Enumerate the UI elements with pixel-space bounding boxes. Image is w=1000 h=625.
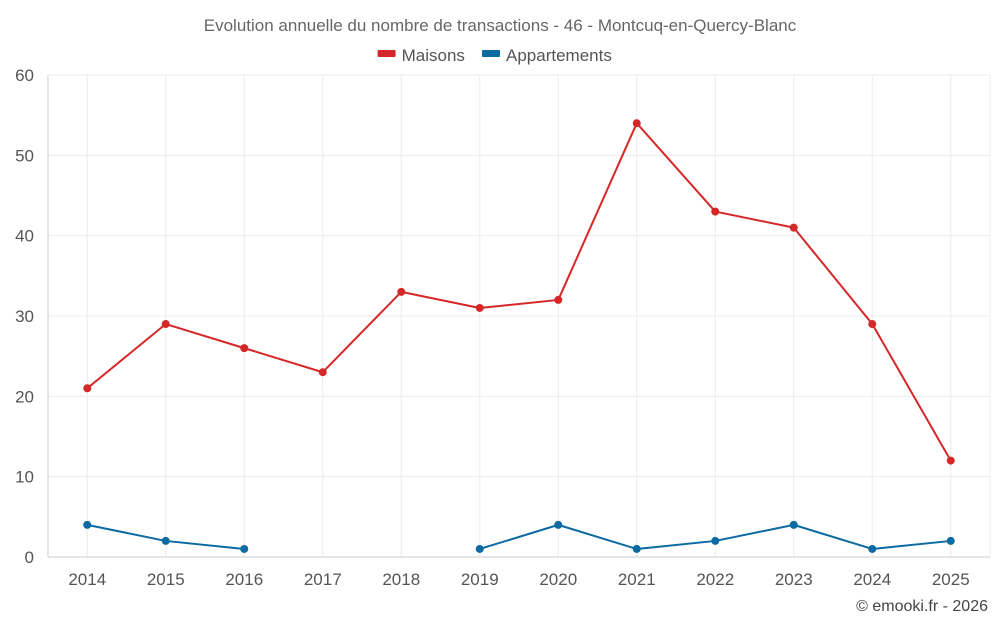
data-point-appartements[interactable] — [240, 544, 249, 553]
x-tick-label: 2016 — [225, 570, 263, 589]
data-point-maisons[interactable] — [946, 456, 955, 465]
data-point-appartements[interactable] — [554, 520, 563, 529]
x-tick-label: 2021 — [618, 570, 656, 589]
data-point-appartements[interactable] — [83, 520, 92, 529]
data-point-appartements[interactable] — [789, 520, 798, 529]
legend-item-maisons[interactable]: Maisons — [377, 46, 465, 65]
y-tick-label: 30 — [15, 307, 34, 326]
data-point-maisons[interactable] — [789, 223, 798, 232]
data-point-maisons[interactable] — [240, 344, 249, 353]
data-point-maisons[interactable] — [318, 368, 327, 377]
copyright-credit: © emooki.fr - 2026 — [856, 598, 988, 615]
y-tick-label: 60 — [15, 66, 34, 85]
data-point-maisons[interactable] — [475, 303, 484, 312]
x-tick-label: 2014 — [68, 570, 106, 589]
x-tick-label: 2023 — [775, 570, 813, 589]
x-tick-label: 2015 — [147, 570, 185, 589]
y-tick-label: 40 — [15, 227, 34, 246]
y-tick-label: 50 — [15, 146, 34, 165]
data-point-appartements[interactable] — [475, 544, 484, 553]
legend-label: Maisons — [402, 46, 465, 65]
legend-label: Appartements — [506, 46, 612, 65]
x-tick-label: 2020 — [539, 570, 577, 589]
data-point-appartements[interactable] — [868, 544, 877, 553]
chart-title: Evolution annuelle du nombre de transact… — [204, 16, 797, 35]
data-point-maisons[interactable] — [554, 295, 563, 304]
y-tick-label: 20 — [15, 387, 34, 406]
data-point-appartements[interactable] — [946, 536, 955, 545]
x-tick-label: 2024 — [853, 570, 891, 589]
y-tick-label: 10 — [15, 468, 34, 487]
data-point-maisons[interactable] — [632, 119, 641, 128]
data-point-appartements[interactable] — [161, 536, 170, 545]
legend-swatch — [482, 50, 500, 57]
y-tick-label: 0 — [25, 548, 34, 567]
data-point-maisons[interactable] — [83, 384, 92, 393]
x-tick-label: 2017 — [304, 570, 342, 589]
legend[interactable]: Maisons Appartements — [377, 46, 612, 65]
x-tick-label: 2019 — [461, 570, 499, 589]
x-tick-label: 2018 — [382, 570, 420, 589]
series — [83, 119, 955, 553]
legend-swatch — [377, 50, 396, 57]
legend-item-appartements[interactable]: Appartements — [482, 46, 612, 65]
axes: 0 10 20 30 40 50 60 2014 2015 2016 2017 2018 2019 202… — [15, 66, 991, 589]
series-line-maisons — [86, 122, 952, 462]
data-point-maisons[interactable] — [161, 320, 170, 329]
x-tick-label: 2025 — [932, 570, 970, 589]
data-point-appartements[interactable] — [711, 536, 720, 545]
data-point-maisons[interactable] — [868, 320, 877, 329]
data-point-maisons[interactable] — [711, 207, 720, 216]
data-point-maisons[interactable] — [397, 287, 406, 296]
x-tick-label: 2022 — [696, 570, 734, 589]
data-point-appartements[interactable] — [632, 544, 641, 553]
grid — [48, 74, 990, 557]
